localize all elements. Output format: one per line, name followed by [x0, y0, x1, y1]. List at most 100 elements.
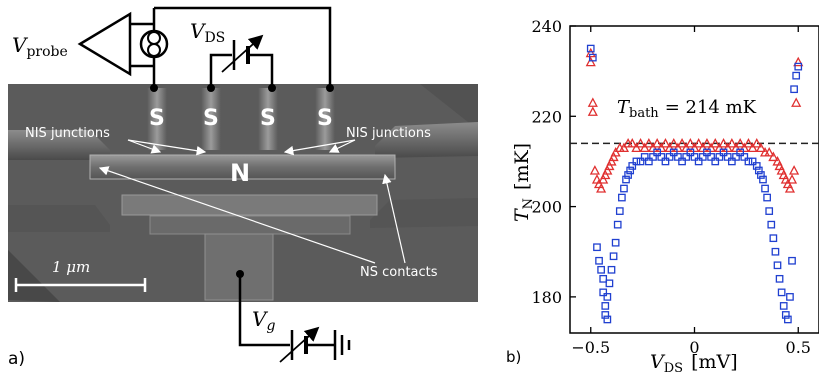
- triangle-point: [706, 142, 717, 153]
- triangle-point: [606, 156, 617, 166]
- square-point: [711, 157, 720, 166]
- square-point: [653, 148, 662, 157]
- panel-a: S S S S N NIS junctions NIS junctions NS…: [8, 6, 478, 369]
- triangle-point: [784, 183, 796, 193]
- triangle-point: [608, 151, 619, 162]
- triangle-point: [635, 138, 646, 148]
- square-point: [636, 157, 645, 166]
- triangle-point: [714, 142, 725, 153]
- nis-arrow: [127, 139, 162, 154]
- square-point: [601, 311, 610, 319]
- square-point: [690, 153, 699, 161]
- triangle-point: [739, 142, 750, 153]
- nis-arrow: [283, 139, 356, 156]
- square-point: [588, 53, 597, 62]
- triangle-point: [768, 151, 779, 162]
- square-point: [759, 175, 767, 184]
- square-point: [615, 207, 624, 215]
- square-point: [599, 288, 608, 297]
- x-tick-label: 0: [689, 338, 699, 357]
- triangle-point: [643, 138, 654, 148]
- square-point: [657, 153, 666, 161]
- triangle-point: [596, 183, 607, 193]
- triangle-point: [672, 142, 683, 153]
- square-point: [769, 234, 778, 243]
- ns-contacts-label: NS contacts: [360, 265, 438, 280]
- v-probe-label: Vprobe: [12, 33, 68, 60]
- square-point: [586, 44, 595, 53]
- square-point: [609, 252, 618, 261]
- square-point: [723, 153, 732, 161]
- triangle-point: [735, 138, 746, 148]
- square-point: [794, 62, 803, 71]
- triangle-point: [587, 106, 598, 116]
- square-point: [767, 220, 776, 229]
- square-point: [686, 148, 695, 157]
- square-point: [669, 148, 678, 157]
- square-point: [597, 265, 605, 274]
- triangle-point: [764, 147, 775, 157]
- panel-b-label: b): [506, 348, 521, 366]
- square-point: [640, 153, 649, 161]
- triangle-point: [664, 142, 675, 153]
- square-point: [694, 157, 703, 166]
- triangle-point: [693, 138, 704, 148]
- triangle-point: [660, 138, 671, 148]
- triangle-point: [743, 138, 754, 148]
- triangle-point: [697, 142, 708, 153]
- square-point: [613, 220, 622, 229]
- triangle-point: [668, 138, 679, 148]
- triangle-point: [681, 142, 692, 153]
- square-point: [761, 184, 769, 193]
- triangle-point: [639, 142, 650, 153]
- ns-arrow: [98, 166, 376, 264]
- square-point: [779, 302, 788, 310]
- triangle-point: [602, 165, 613, 175]
- triangle-point: [789, 165, 800, 175]
- square-point: [601, 302, 610, 310]
- square-point: [784, 315, 792, 324]
- square-point: [645, 157, 653, 166]
- triangle-point: [793, 56, 804, 67]
- square-point: [593, 243, 601, 252]
- triangle-point: [710, 138, 721, 148]
- triangle-point: [791, 97, 802, 107]
- square-point: [771, 247, 780, 256]
- triangle-point: [627, 138, 638, 148]
- lead-left-top: [8, 130, 110, 160]
- nis-arrow: [328, 139, 356, 153]
- square-point: [792, 71, 801, 80]
- square-point: [775, 274, 784, 283]
- y-axis-label: TN[mK]: [511, 143, 536, 222]
- square-point: [674, 153, 682, 161]
- square-point: [611, 238, 620, 247]
- square-point: [703, 148, 711, 157]
- square-point: [707, 153, 715, 161]
- contact-s-label: S: [149, 106, 165, 131]
- square-point: [744, 157, 753, 166]
- square-point: [773, 261, 782, 270]
- triangle-point: [656, 142, 667, 153]
- triangle-point: [718, 138, 729, 148]
- square-point: [715, 153, 724, 161]
- triangle-point: [598, 174, 609, 184]
- triangle-point: [722, 142, 733, 153]
- square-point: [765, 207, 774, 215]
- contact-s-label: S: [203, 106, 219, 131]
- square-point: [728, 157, 736, 166]
- square-point: [628, 162, 637, 170]
- square-point: [719, 148, 728, 157]
- nis-junctions-right-label: NIS junctions: [346, 126, 431, 141]
- ns-arrow: [382, 173, 406, 264]
- probe-circuit: Vprobe: [12, 6, 334, 92]
- x-tick-label: −0.5: [571, 338, 610, 357]
- panel-a-label: a): [8, 349, 25, 369]
- tick-labels: −0.5 0 0.5 180 200 220 240: [531, 17, 811, 357]
- square-point: [682, 153, 691, 161]
- contact-s-label: S: [260, 106, 276, 131]
- square-point: [788, 256, 796, 265]
- square-point: [740, 153, 749, 161]
- scale-bar-label: 1 μm: [52, 258, 90, 276]
- gate-bar: [121, 194, 378, 216]
- t-bath-annotation: Tbath = 214 mK: [617, 97, 757, 121]
